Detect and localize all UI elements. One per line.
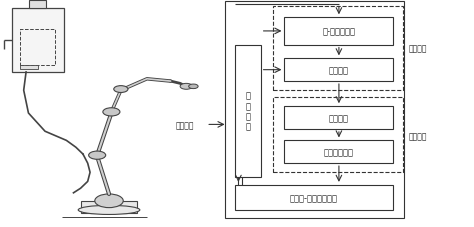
Circle shape — [180, 84, 192, 90]
Circle shape — [95, 194, 123, 208]
Text: 感
受
系
统: 感 受 系 统 — [245, 91, 250, 131]
Circle shape — [114, 86, 128, 93]
FancyBboxPatch shape — [20, 66, 38, 69]
Text: 控制部分: 控制部分 — [409, 44, 427, 53]
Circle shape — [103, 108, 120, 116]
Circle shape — [89, 151, 106, 160]
Text: 控制系统: 控制系统 — [329, 66, 349, 75]
Text: 驱动系统: 驱动系统 — [329, 114, 349, 123]
FancyBboxPatch shape — [284, 141, 393, 163]
Text: 传感部分: 传感部分 — [175, 120, 194, 129]
FancyBboxPatch shape — [284, 18, 393, 45]
Text: 人-机交互系统: 人-机交互系统 — [322, 27, 356, 36]
Circle shape — [189, 85, 198, 89]
FancyBboxPatch shape — [284, 107, 393, 129]
Bar — [0, 0, 223, 227]
FancyBboxPatch shape — [81, 201, 137, 213]
FancyBboxPatch shape — [29, 1, 46, 9]
FancyBboxPatch shape — [284, 59, 393, 82]
Ellipse shape — [78, 205, 140, 215]
FancyBboxPatch shape — [235, 45, 261, 177]
Text: 机械部分: 机械部分 — [409, 132, 427, 141]
FancyBboxPatch shape — [12, 9, 64, 73]
Text: 机械结构系统: 机械结构系统 — [324, 148, 354, 157]
Text: 机器人-环境交互系统: 机器人-环境交互系统 — [290, 193, 338, 202]
FancyBboxPatch shape — [235, 185, 393, 210]
